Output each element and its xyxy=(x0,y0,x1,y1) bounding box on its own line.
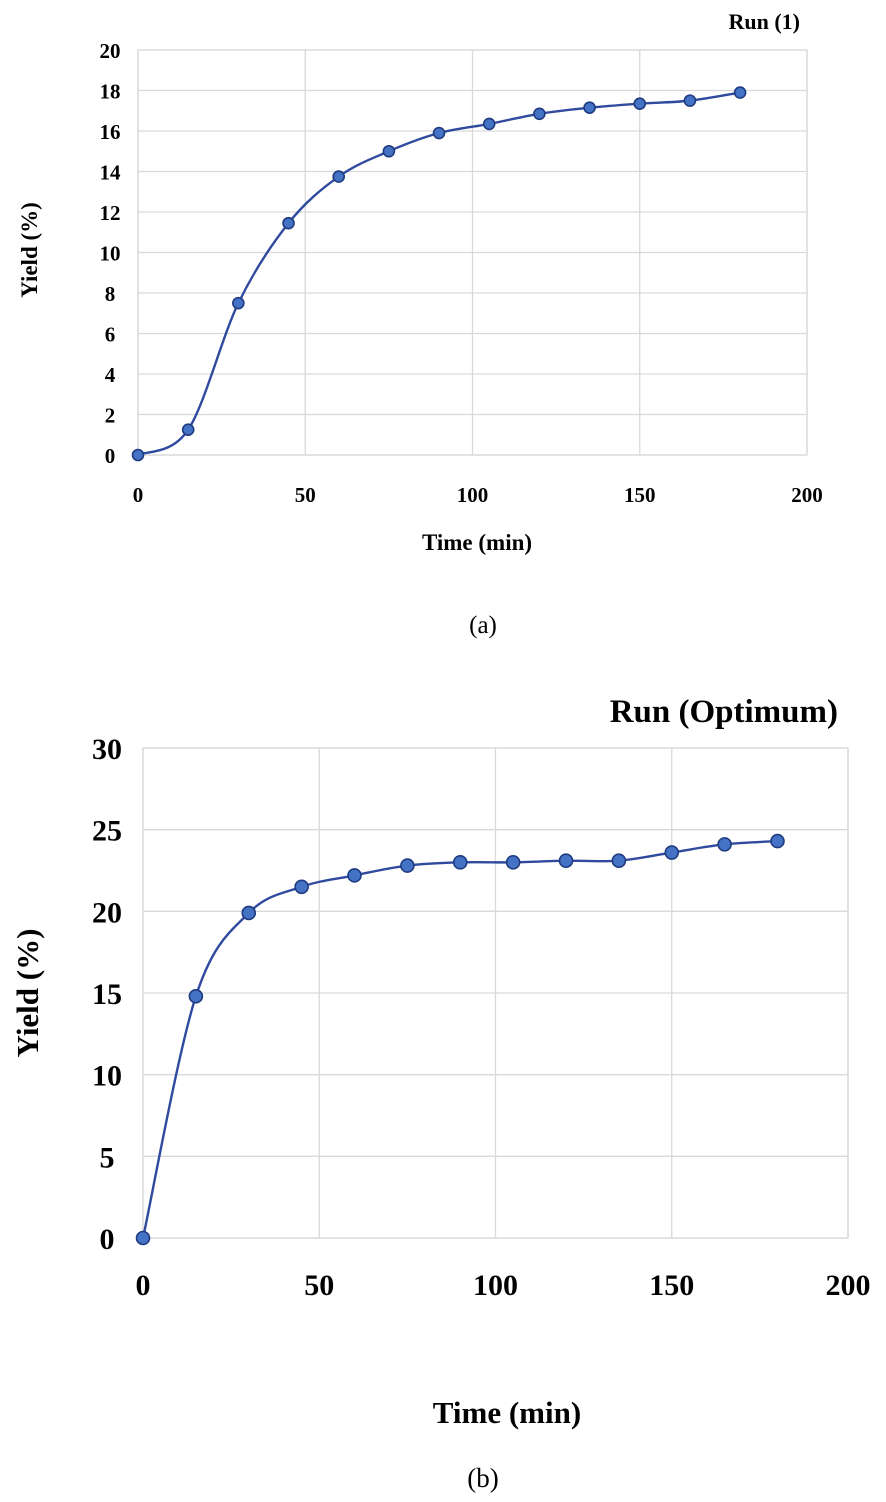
x-axis-title: Time (min) xyxy=(422,530,532,555)
y-tick-label: 4 xyxy=(105,363,116,387)
series-line xyxy=(141,839,778,1239)
y-tick-label: 18 xyxy=(100,80,121,104)
figure-caption: (a) xyxy=(469,612,497,639)
data-point xyxy=(241,905,257,921)
y-tick-label: 12 xyxy=(100,201,121,225)
data-point xyxy=(558,853,574,869)
data-point xyxy=(332,170,346,183)
x-tick-label: 50 xyxy=(295,483,316,507)
figure-caption: (b) xyxy=(467,1463,498,1493)
chart-title: Run (1) xyxy=(728,9,800,34)
y-tick-label: 20 xyxy=(92,896,122,929)
y-tick-label: 16 xyxy=(100,120,121,144)
data-point xyxy=(633,97,647,110)
data-point xyxy=(611,853,627,869)
y-axis-title: Yield (%) xyxy=(10,929,45,1058)
plot-area-frame xyxy=(137,49,808,456)
data-point xyxy=(282,216,295,230)
data-point xyxy=(188,988,204,1004)
x-axis-title: Time (min) xyxy=(433,1395,581,1430)
y-tick-label: 0 xyxy=(105,444,116,468)
chart-title: Run (Optimum) xyxy=(610,694,838,730)
data-point xyxy=(131,448,145,462)
y-tick-label: 20 xyxy=(100,39,121,63)
x-tick-label: 0 xyxy=(133,483,144,507)
data-point xyxy=(135,1230,151,1246)
x-tick-label: 150 xyxy=(649,1269,694,1302)
data-point xyxy=(683,94,697,107)
y-tick-label: 8 xyxy=(105,282,116,306)
data-point xyxy=(347,868,362,883)
x-tick-label: 200 xyxy=(791,483,823,507)
y-tick-label: 6 xyxy=(105,323,116,347)
data-point xyxy=(733,86,747,99)
x-tick-label: 150 xyxy=(624,483,656,507)
y-tick-label: 25 xyxy=(92,815,122,848)
y-tick-label: 10 xyxy=(92,1060,122,1093)
x-tick-label: 50 xyxy=(304,1269,334,1302)
data-point xyxy=(382,144,396,158)
data-point xyxy=(533,107,546,121)
data-point xyxy=(400,858,415,873)
x-tick-label: 100 xyxy=(473,1269,518,1302)
x-tick-label: 200 xyxy=(826,1269,871,1302)
y-tick-label: 2 xyxy=(105,404,116,428)
data-point xyxy=(664,845,680,860)
data-point xyxy=(294,879,309,895)
data-point xyxy=(432,126,446,140)
data-point xyxy=(505,855,521,870)
data-point xyxy=(583,101,596,115)
y-tick-label: 0 xyxy=(100,1223,115,1256)
y-tick-label: 14 xyxy=(100,161,122,185)
y-tick-label: 15 xyxy=(92,978,122,1011)
y-tick-label: 30 xyxy=(92,733,122,766)
data-point xyxy=(770,833,785,849)
y-axis-title: Yield (%) xyxy=(17,202,42,298)
x-tick-label: 0 xyxy=(136,1269,151,1302)
y-tick-label: 10 xyxy=(100,242,121,266)
chart-run-optimum: 0 5 10 15 20 25 30 0 50 100 150 200 Time (min) Yield … xyxy=(10,694,871,1493)
y-tick-label: 5 xyxy=(100,1141,115,1174)
plot-area-frame xyxy=(142,747,849,1239)
data-point xyxy=(232,296,245,310)
data-point xyxy=(452,855,468,870)
x-tick-label: 100 xyxy=(457,483,489,507)
data-point xyxy=(181,423,195,436)
data-point xyxy=(717,837,732,852)
data-point xyxy=(482,117,496,131)
series-line xyxy=(137,91,741,457)
